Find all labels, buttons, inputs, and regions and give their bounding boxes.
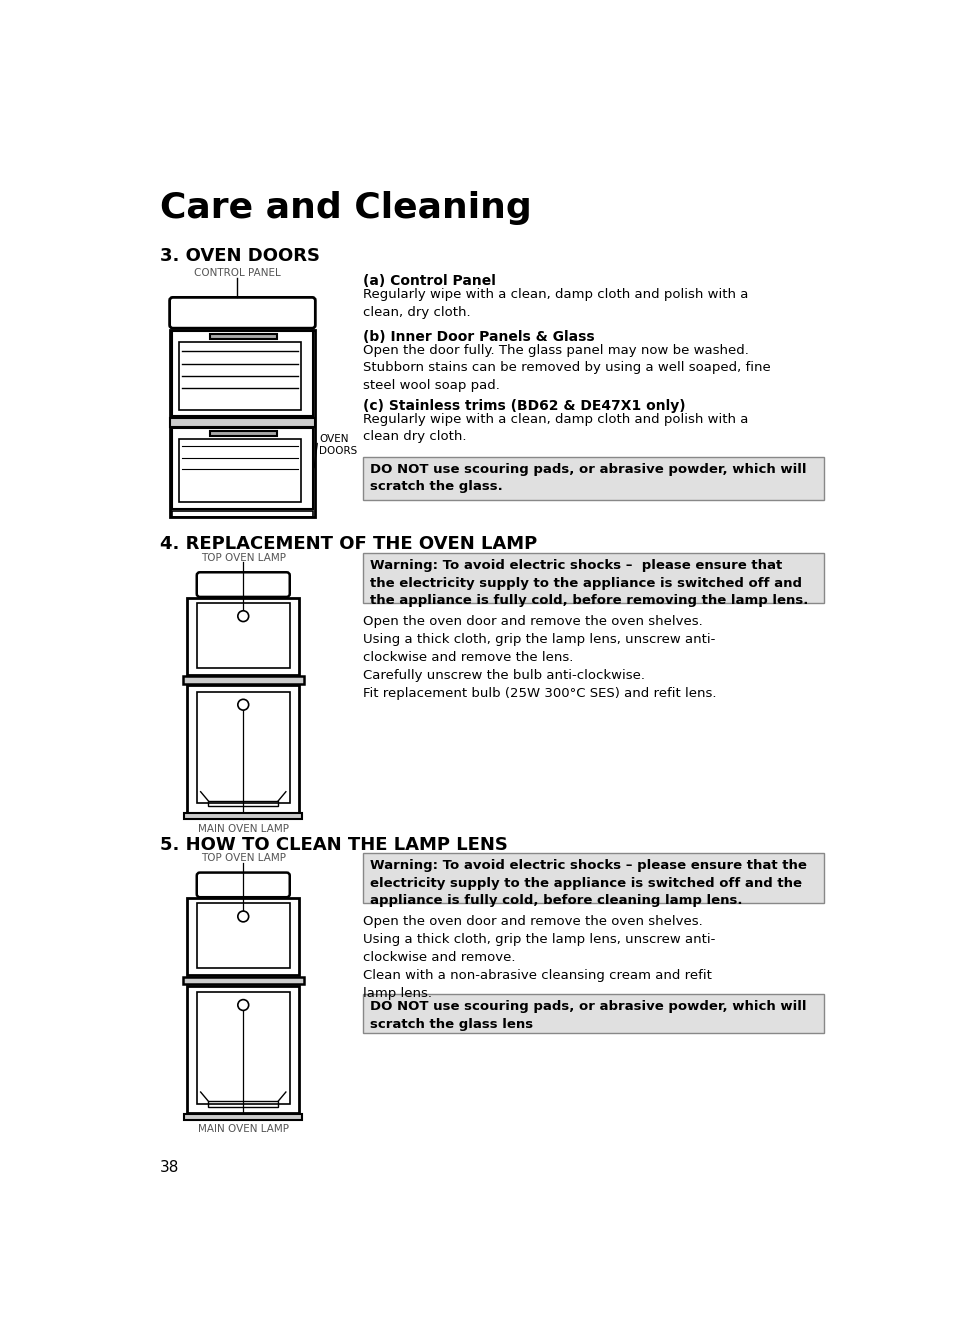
Bar	[196, 692, 290, 803]
Bar	[187, 685, 298, 812]
Text: MAIN OVEN LAMP: MAIN OVEN LAMP	[197, 824, 289, 834]
Bar	[170, 330, 315, 517]
Bar	[187, 597, 298, 675]
Text: 38: 38	[159, 1160, 179, 1174]
Circle shape	[237, 699, 249, 711]
Bar	[363, 553, 823, 603]
Bar	[363, 994, 823, 1033]
Circle shape	[237, 611, 249, 621]
Text: DO NOT use scouring pads, or abrasive powder, which will
scratch the glass.: DO NOT use scouring pads, or abrasive po…	[369, 464, 805, 493]
Text: Warning: To avoid electric shocks – please ensure that the
electricity supply to: Warning: To avoid electric shocks – plea…	[369, 859, 805, 907]
Text: Open the oven door and remove the oven shelves.
Using a thick cloth, grip the la: Open the oven door and remove the oven s…	[363, 915, 715, 999]
Bar	[184, 814, 302, 819]
Text: TOP OVEN LAMP: TOP OVEN LAMP	[200, 854, 286, 863]
Bar	[196, 603, 290, 668]
Text: Regularly wipe with a clean, damp cloth and polish with a
clean dry cloth.: Regularly wipe with a clean, damp cloth …	[363, 413, 748, 444]
Bar	[179, 342, 301, 410]
Bar	[187, 898, 298, 975]
Text: Care and Cleaning: Care and Cleaning	[159, 191, 531, 226]
Text: Open the door fully. The glass panel may now be washed.
Stubborn stains can be r: Open the door fully. The glass panel may…	[363, 343, 770, 391]
Text: 4. REPLACEMENT OF THE OVEN LAMP: 4. REPLACEMENT OF THE OVEN LAMP	[159, 536, 537, 553]
Bar	[183, 977, 303, 985]
Text: MAIN OVEN LAMP: MAIN OVEN LAMP	[197, 1125, 289, 1134]
Text: (b) Inner Door Panels & Glass: (b) Inner Door Panels & Glass	[363, 330, 595, 343]
Bar	[184, 1114, 302, 1120]
Bar	[196, 903, 290, 969]
Bar	[208, 1101, 278, 1106]
Text: Open the oven door and remove the oven shelves.
Using a thick cloth, grip the la: Open the oven door and remove the oven s…	[363, 615, 716, 700]
Bar	[210, 334, 276, 339]
Bar	[179, 440, 301, 502]
Bar	[172, 331, 313, 415]
Text: Regularly wipe with a clean, damp cloth and polish with a
clean, dry cloth.: Regularly wipe with a clean, damp cloth …	[363, 289, 748, 319]
Text: (c) Stainless trims (BD62 & DE47X1 only): (c) Stainless trims (BD62 & DE47X1 only)	[363, 399, 685, 413]
Text: CONTROL PANEL: CONTROL PANEL	[193, 269, 280, 278]
Bar	[363, 854, 823, 903]
Bar	[172, 510, 313, 517]
Bar	[363, 457, 823, 500]
Bar	[183, 676, 303, 684]
Bar	[172, 429, 313, 509]
Text: TOP OVEN LAMP: TOP OVEN LAMP	[200, 553, 286, 562]
Bar	[208, 802, 278, 807]
Text: Warning: To avoid electric shocks –  please ensure that
the electricity supply t: Warning: To avoid electric shocks – plea…	[369, 560, 807, 607]
Circle shape	[237, 999, 249, 1010]
Text: DO NOT use scouring pads, or abrasive powder, which will
scratch the glass lens: DO NOT use scouring pads, or abrasive po…	[369, 1001, 805, 1031]
Text: OVEN
DOORS: OVEN DOORS	[319, 434, 357, 456]
Text: 3. OVEN DOORS: 3. OVEN DOORS	[159, 247, 319, 265]
Bar	[210, 430, 276, 436]
Bar	[187, 986, 298, 1113]
Bar	[170, 417, 315, 426]
Text: (a) Control Panel: (a) Control Panel	[363, 274, 496, 289]
Text: 5. HOW TO CLEAN THE LAMP LENS: 5. HOW TO CLEAN THE LAMP LENS	[159, 836, 507, 855]
Bar	[196, 991, 290, 1104]
Circle shape	[237, 911, 249, 922]
